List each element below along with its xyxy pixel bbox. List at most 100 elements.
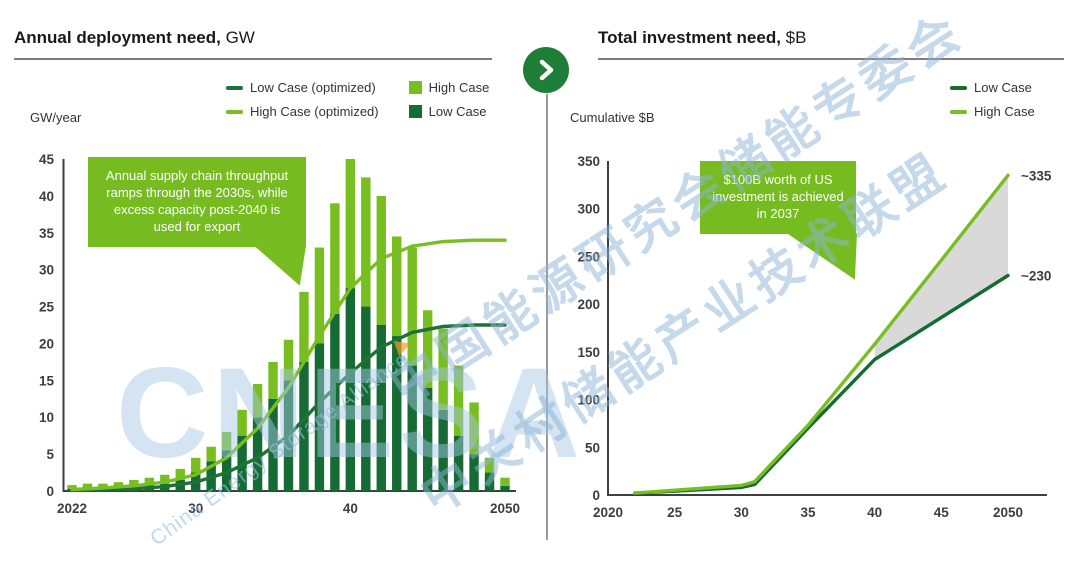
case-range-band bbox=[874, 175, 1008, 360]
bar-high-case bbox=[82, 483, 93, 489]
chevron-right-icon bbox=[523, 47, 569, 93]
bar-low-case bbox=[407, 365, 417, 491]
legend-item-high-case: High Case bbox=[950, 104, 1035, 119]
low-case-line-swatch bbox=[950, 85, 967, 90]
y-tick-label: 0 bbox=[46, 484, 54, 499]
right-y-axis-label: Cumulative $B bbox=[570, 110, 655, 125]
x-tick-label: 2050 bbox=[490, 501, 520, 516]
y-tick-label: 150 bbox=[577, 345, 600, 360]
bar-high-case bbox=[160, 474, 170, 484]
line-high-case bbox=[632, 173, 1010, 495]
high-case-optimized-line-swatch bbox=[226, 109, 243, 114]
bar-high-case bbox=[500, 477, 510, 486]
bar-high-case bbox=[469, 402, 479, 455]
legend-item-high-case: High Case bbox=[408, 80, 490, 95]
bar-low-case bbox=[469, 454, 479, 491]
bar-high-case bbox=[330, 203, 340, 314]
y-tick-label: 40 bbox=[39, 189, 54, 204]
line-low-case-optimized- bbox=[70, 323, 507, 492]
left-chart-title: Annual deployment need, GW bbox=[14, 28, 255, 48]
bar-high-case bbox=[129, 479, 139, 487]
bar-high-case bbox=[283, 339, 294, 381]
x-tick-label: 35 bbox=[800, 505, 816, 520]
bar-high-case bbox=[252, 384, 263, 418]
y-tick-label: 35 bbox=[39, 226, 55, 241]
legend-label: Low Case (optimized) bbox=[250, 80, 376, 95]
bar-high-case bbox=[407, 247, 417, 366]
legend-item-low-case-optimized: Low Case (optimized) bbox=[226, 80, 379, 95]
left-annotation-callout: Annual supply chain throughput ramps thr… bbox=[88, 157, 306, 286]
x-tick-label: 2022 bbox=[57, 501, 87, 516]
bar-low-case bbox=[438, 409, 448, 491]
x-tick-label: 2050 bbox=[993, 505, 1023, 520]
bar-low-case bbox=[330, 313, 340, 491]
callout-bubble: $100B worth of US investment is achieved… bbox=[700, 161, 856, 234]
right-chart-title-unit: $B bbox=[780, 28, 807, 47]
legend-item-high-case-optimized: High Case (optimized) bbox=[226, 104, 379, 119]
bar-high-case bbox=[268, 361, 278, 399]
low-case-bar-swatch bbox=[408, 105, 422, 118]
left-chart-title-main: Annual deployment need, bbox=[14, 28, 221, 47]
left-chart-title-unit: GW bbox=[220, 28, 255, 47]
y-tick-label: 10 bbox=[39, 410, 54, 425]
callout-bubble: Annual supply chain throughput ramps thr… bbox=[88, 157, 306, 247]
bar-high-case bbox=[438, 328, 448, 410]
left-annotation-text: Annual supply chain throughput ramps thr… bbox=[105, 168, 289, 234]
bar-high-case bbox=[422, 310, 433, 388]
x-tick-label: 2020 bbox=[593, 505, 623, 520]
x-tick-label: 25 bbox=[667, 505, 683, 520]
bar-high-case bbox=[191, 457, 201, 473]
chevron-right-glyph bbox=[539, 59, 554, 81]
right-chart-title: Total investment need, $B bbox=[598, 28, 806, 48]
bar-high-case bbox=[98, 483, 108, 489]
right-chart-canvas: 0 50 100 150 200 250 300 350 ~230 ~335 2020 25 30 35 4… bbox=[577, 154, 1052, 520]
y-tick-label: 0 bbox=[592, 488, 600, 503]
y-tick-label: 200 bbox=[577, 297, 600, 312]
end-value-label: ~335 bbox=[1021, 168, 1052, 183]
bar-low-case bbox=[422, 387, 433, 491]
bar-high-case bbox=[113, 482, 124, 488]
bar-low-case bbox=[484, 472, 495, 491]
bar-high-case bbox=[144, 477, 155, 486]
legend-label: Low Case bbox=[974, 80, 1032, 95]
bar-high-case bbox=[221, 431, 232, 451]
line-high-case-optimized- bbox=[70, 238, 507, 492]
y-tick-label: 30 bbox=[39, 263, 54, 278]
y-tick-label: 15 bbox=[39, 373, 55, 388]
legend-label: High Case bbox=[974, 104, 1035, 119]
left-title-underline bbox=[14, 58, 492, 60]
legend-item-low-case: Low Case bbox=[408, 104, 490, 119]
legend-label: High Case bbox=[428, 80, 490, 95]
legend-label: High Case (optimized) bbox=[250, 104, 379, 119]
x-tick-label: 30 bbox=[188, 501, 203, 516]
right-chart-legend: Low Case High Case bbox=[950, 80, 1035, 119]
x-tick-label: 40 bbox=[343, 501, 358, 516]
legend-item-low-case: Low Case bbox=[950, 80, 1035, 95]
bar-high-case bbox=[67, 485, 77, 489]
y-tick-label: 50 bbox=[585, 440, 600, 455]
right-chart-title-main: Total investment need, bbox=[598, 28, 781, 47]
y-tick-label: 45 bbox=[39, 152, 55, 167]
end-value-label: ~230 bbox=[1021, 269, 1051, 284]
bar-low-case bbox=[500, 485, 510, 491]
bar-high-case bbox=[392, 236, 402, 337]
y-tick-label: 5 bbox=[46, 447, 54, 462]
y-tick-label: 250 bbox=[577, 249, 600, 264]
bar-low-case bbox=[361, 306, 371, 491]
bar-high-case bbox=[237, 409, 247, 436]
bar-high-case bbox=[314, 247, 325, 344]
y-tick-label: 20 bbox=[39, 336, 54, 351]
bar-low-case bbox=[299, 361, 309, 491]
bar-low-case bbox=[314, 343, 325, 491]
bar-high-case bbox=[299, 291, 309, 362]
left-y-axis-label: GW/year bbox=[30, 110, 82, 125]
left-chart-legend: Low Case (optimized) High Case High Case… bbox=[226, 80, 489, 119]
y-tick-label: 350 bbox=[577, 154, 600, 169]
bar-high-case bbox=[453, 365, 464, 436]
low-case-optimized-line-swatch bbox=[226, 85, 243, 90]
bar-low-case bbox=[392, 336, 402, 491]
x-tick-label: 40 bbox=[867, 505, 882, 520]
bar-low-case bbox=[345, 288, 356, 491]
y-tick-label: 25 bbox=[39, 300, 55, 315]
